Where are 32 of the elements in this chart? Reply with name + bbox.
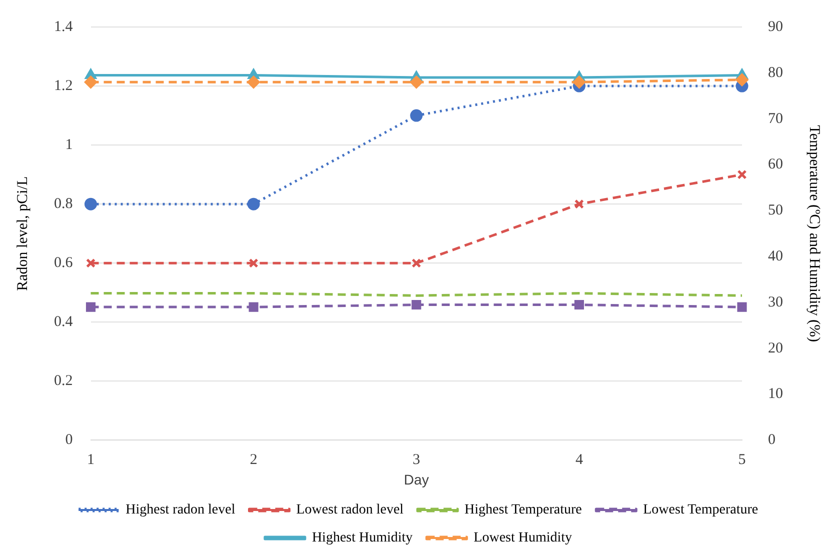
y-tick-label: 1 [65,136,73,153]
x-tick-label: 4 [575,452,584,468]
y2-tick-label: 50 [768,202,783,219]
legend-label: Highest radon level [126,502,236,518]
y-tick-label: 0.4 [54,314,74,330]
y2-axis-title: Temperature (ºC) and Humidity (%) [806,125,822,342]
legend-label: Lowest radon level [296,502,404,518]
y2-tick-label: 20 [768,340,783,356]
y2-tick-label: 60 [768,156,783,173]
y2-tick-label: 40 [768,248,783,264]
legend-label: Lowest Humidity [474,530,572,546]
legend-label: Lowest Temperature [643,502,758,518]
y-tick-label: 1.2 [54,78,73,94]
y2-tick-label: 10 [768,386,783,402]
y2-tick-label: 80 [768,64,783,81]
y2-tick-label: 30 [768,294,783,310]
y-axis-title: Radon level, pCi/L [14,176,31,291]
legend-label: Highest Humidity [312,530,413,546]
x-axis-title: Day [404,471,429,488]
y2-tick-label: 90 [768,18,783,35]
y-tick-label: 1.4 [54,18,74,35]
x-tick-label: 1 [87,452,94,468]
x-tick-label: 5 [738,452,746,468]
y2-tick-label: 70 [768,110,783,127]
y-tick-label: 0.8 [54,196,73,212]
x-tick-label: 2 [250,452,258,468]
y-tick-label: 0.2 [54,373,73,390]
x-tick-label: 3 [412,452,420,468]
y2-tick-label: 0 [768,432,776,448]
y-tick-label: 0 [65,432,73,448]
legend-label: Highest Temperature [464,502,582,518]
y-tick-label: 0.6 [54,255,74,272]
